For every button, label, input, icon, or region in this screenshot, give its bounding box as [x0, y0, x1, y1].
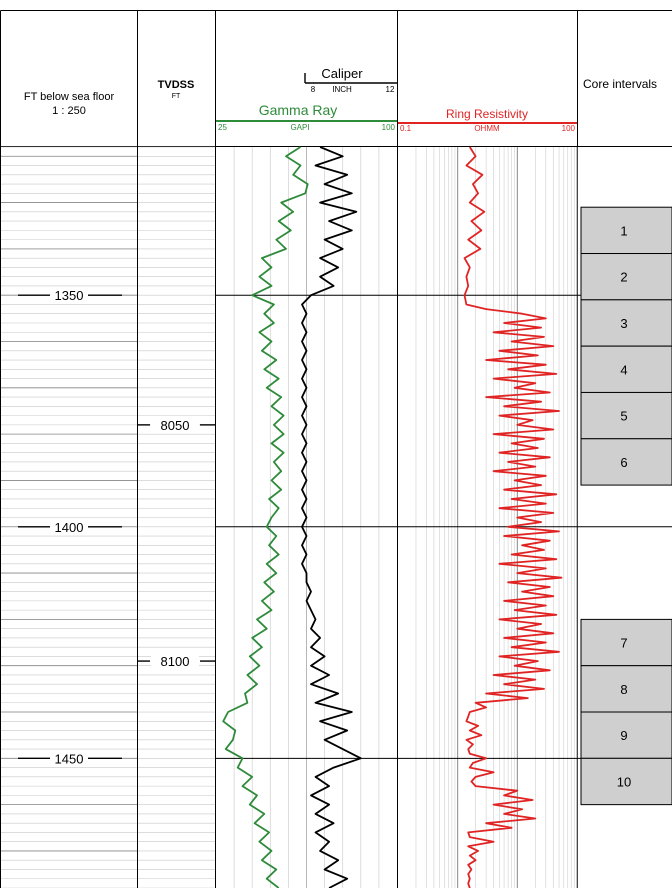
caliper-min: 8 — [311, 85, 316, 94]
depth-tick-label: 1400 — [55, 520, 84, 535]
depth-header-scale: 1 : 250 — [52, 105, 86, 117]
core-interval-box — [580, 665, 672, 713]
core-interval-box — [580, 438, 672, 486]
tvdss-label-bg — [151, 416, 199, 433]
caliper-unit: INCH — [332, 85, 352, 94]
tvdss-label-bg — [151, 653, 199, 670]
core-interval-label: 9 — [620, 728, 627, 743]
tvdss-tick-label: 8050 — [161, 418, 190, 433]
core-interval-label: 7 — [620, 636, 627, 651]
tvdss-header-unit: FT — [172, 93, 181, 100]
core-interval-label: 8 — [620, 682, 627, 697]
curve-layer — [222, 146, 563, 888]
core-interval-label: 6 — [620, 455, 627, 470]
resistivity-title: Ring Resistivity — [446, 107, 528, 121]
gamma-max: 100 — [382, 123, 396, 132]
core-interval-box — [580, 253, 672, 301]
gamma-title: Gamma Ray — [259, 102, 338, 118]
caliper-title: Caliper — [321, 66, 363, 81]
caliper-curve — [301, 146, 362, 888]
core-interval-label: 3 — [620, 316, 627, 331]
depth-tick-label: 1350 — [55, 288, 84, 303]
depth-header-title: FT below sea floor — [24, 91, 115, 103]
tvdss-header-title: TVDSS — [158, 79, 195, 91]
depth-label-bg — [50, 518, 88, 535]
grid-layer — [1, 146, 578, 888]
gamma-ray-curve — [222, 146, 309, 888]
tvdss-track: 8050 8100 — [138, 416, 215, 670]
core-interval-box — [580, 345, 672, 393]
caliper-scale-bar — [304, 73, 397, 84]
gamma-unit: GAPI — [290, 123, 309, 132]
depth-track: 1350 1400 1450 — [18, 287, 672, 767]
core-header-title: Core intervals — [583, 77, 657, 91]
core-interval-label: 5 — [620, 409, 627, 424]
resistivity-max: 100 — [562, 124, 576, 133]
core-interval-label: 4 — [620, 362, 627, 377]
core-interval-label: 2 — [620, 270, 627, 285]
resistivity-min: 0.1 — [400, 124, 412, 133]
resistivity-curve — [463, 146, 563, 888]
depth-label-bg — [50, 750, 88, 767]
resistivity-unit: OHMM — [474, 124, 500, 133]
tvdss-tick-label: 8100 — [161, 654, 190, 669]
core-interval-box — [580, 757, 672, 806]
core-interval-label: 10 — [617, 774, 631, 789]
core-interval-label: 1 — [620, 223, 627, 238]
core-track: 1 2 3 4 5 6 7 8 9 10 — [580, 206, 672, 806]
core-interval-box — [580, 206, 672, 255]
gamma-min: 25 — [218, 123, 227, 132]
core-interval-box — [580, 711, 672, 759]
caliper-max: 12 — [386, 85, 395, 94]
depth-label-bg — [50, 287, 88, 304]
depth-tick-label: 1450 — [55, 751, 84, 766]
core-interval-box — [580, 391, 672, 440]
